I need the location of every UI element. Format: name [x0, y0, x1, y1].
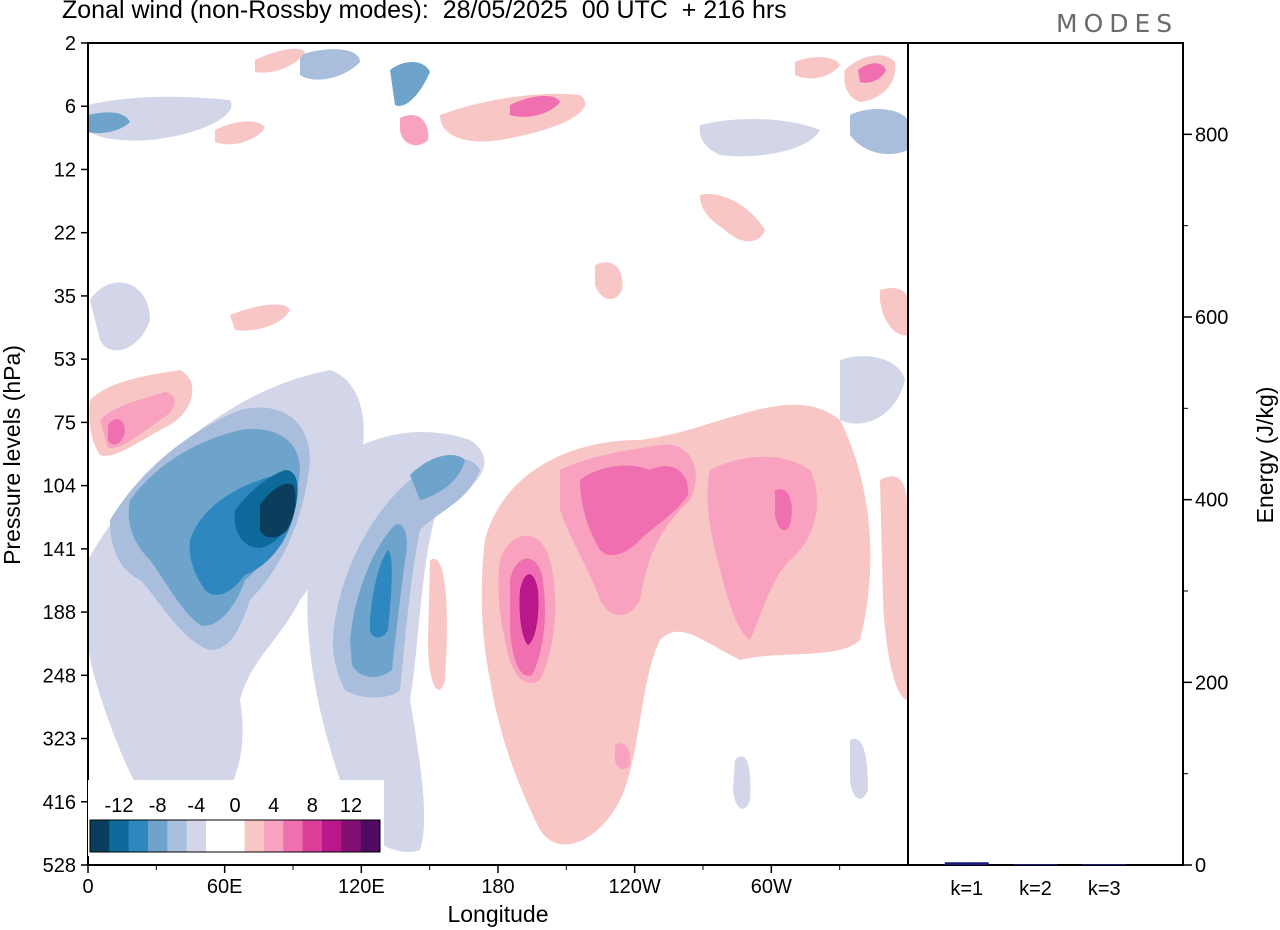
colorbar-swatch: [167, 820, 188, 852]
colorbar-swatch: [360, 820, 381, 852]
colorbar-swatch: [128, 820, 149, 852]
contour-neg-upper-5: [850, 108, 908, 155]
contour-pos-upper-13: [615, 743, 631, 770]
energy-bars: k=1 k=2 k=3: [944, 862, 1127, 900]
x-tick-label: 120W: [609, 876, 661, 898]
modes-logo: MODES: [1056, 9, 1179, 38]
x-tick-label: 60E: [207, 876, 243, 898]
contour-pos-upper-12: [595, 262, 623, 300]
y-tick-label: 6: [65, 96, 76, 118]
contour-pos-upper-5: [858, 63, 886, 83]
colorbar-swatch: [264, 820, 284, 852]
colorbar-swatch: [302, 820, 323, 852]
colorbar-swatch: [90, 820, 110, 852]
energy-bar: [1013, 864, 1058, 866]
colorbar-swatch: [341, 820, 362, 852]
contour-neg-3c: [410, 455, 465, 500]
x-tick-label: 0: [82, 876, 93, 898]
contour-neg-upper-6: [699, 118, 820, 157]
contour-neg-upper-1: [88, 96, 232, 141]
colorbar-border: [89, 819, 381, 853]
colorbar: -12 -8 -4 0 4 8 12: [88, 780, 384, 856]
colorbar-label: -12: [105, 795, 134, 817]
colorbar-label: 12: [340, 795, 362, 817]
colorbar-swatch: [148, 820, 168, 852]
y-tick-label: 416: [43, 792, 76, 814]
energy-panel-frame: [907, 42, 1184, 866]
contour-pos-upper-9: [700, 194, 765, 242]
colorbar-label: 4: [268, 795, 279, 817]
contour-neg-upper-3: [300, 49, 360, 80]
colorbar-swatch: [225, 820, 246, 852]
contour-pos-upper-8: [795, 57, 840, 79]
contour-pos-4: [519, 574, 539, 645]
x-tick-label: 60W: [751, 876, 792, 898]
energy-category-label: k=2: [1019, 878, 1052, 900]
y-tick-label: 188: [43, 602, 76, 624]
pressure-axis: 2 6 12 22 35 53 75 104 141 188 248 323 416 528: [43, 33, 88, 877]
energy-tick-label: 600: [1195, 307, 1228, 329]
colorbar-swatch: [244, 820, 265, 852]
energy-tick-label: 0: [1195, 855, 1206, 877]
energy-axis: 0 200 400 600 800: [1183, 124, 1228, 877]
contour-pos-upper-11: [880, 288, 908, 336]
contour-neg-lower-1: [733, 756, 751, 809]
y-tick-label: 528: [43, 855, 76, 877]
energy-bar: [1082, 864, 1127, 866]
y-axis-title: Pressure levels (hPa): [0, 345, 25, 565]
energy-category-label: k=3: [1088, 878, 1121, 900]
colorbar-swatch: [322, 820, 342, 852]
contour-neg-1c: [90, 282, 150, 351]
contour-pos-upper-7: [255, 48, 305, 73]
colorbar-swatch: [186, 820, 207, 852]
x-tick-label: 120E: [338, 876, 385, 898]
energy-tick-label: 800: [1195, 124, 1228, 146]
contour-neg-upper-7: [840, 356, 905, 424]
contour-neg-lower-2: [850, 738, 868, 799]
contour-pos-7: [108, 419, 125, 445]
colorbar-label: 0: [229, 795, 240, 817]
colorbar-label: -8: [149, 795, 167, 817]
y-tick-label: 104: [43, 476, 76, 498]
y-tick-label: 53: [54, 349, 76, 371]
y-tick-label: 141: [43, 539, 76, 561]
longitude-axis: 0 60E 120E 180 120W 60W: [82, 865, 841, 898]
contour-pos-upper-2: [510, 95, 560, 117]
y-tick-label: 323: [43, 729, 76, 751]
chart-title: Zonal wind (non-Rossby modes): 28/05/202…: [62, 0, 787, 24]
contour-neg-6: [260, 483, 296, 538]
contour-pos-upper-6: [215, 121, 265, 145]
contour-neg-4b: [370, 550, 392, 638]
x-tick-label: 180: [481, 876, 514, 898]
contour-neg-upper-4: [390, 61, 430, 106]
y-tick-label: 2: [65, 33, 76, 55]
contour-pos-1c: [880, 476, 908, 700]
contour-pos-upper-10: [230, 304, 290, 331]
y-tick-label: 75: [54, 412, 76, 434]
colorbar-label: 8: [307, 795, 318, 817]
contour-pos-1b: [428, 558, 447, 690]
colorbar-swatch: [206, 820, 226, 852]
contour-pos-3b: [580, 465, 689, 556]
y-tick-label: 248: [43, 665, 76, 687]
contour-pos-upper-3: [400, 114, 429, 146]
contour-pos-upper-1: [440, 93, 586, 142]
contour-pos-3c: [775, 489, 792, 531]
y-tick-label: 12: [54, 159, 76, 181]
energy-tick-label: 200: [1195, 672, 1228, 694]
y-tick-label: 22: [54, 223, 76, 245]
energy-tick-label: 400: [1195, 490, 1228, 512]
energy-bar: [944, 862, 989, 865]
energy-category-label: k=1: [950, 878, 983, 900]
contour-neg-upper-2: [88, 112, 130, 134]
colorbar-swatch: [283, 820, 304, 852]
contour-field: [88, 48, 908, 852]
energy-axis-title: Energy (J/kg): [1252, 387, 1278, 524]
x-axis-title: Longitude: [447, 901, 548, 927]
colorbar-swatch: [109, 820, 130, 852]
colorbar-label: -4: [187, 795, 205, 817]
y-tick-label: 35: [54, 286, 76, 308]
